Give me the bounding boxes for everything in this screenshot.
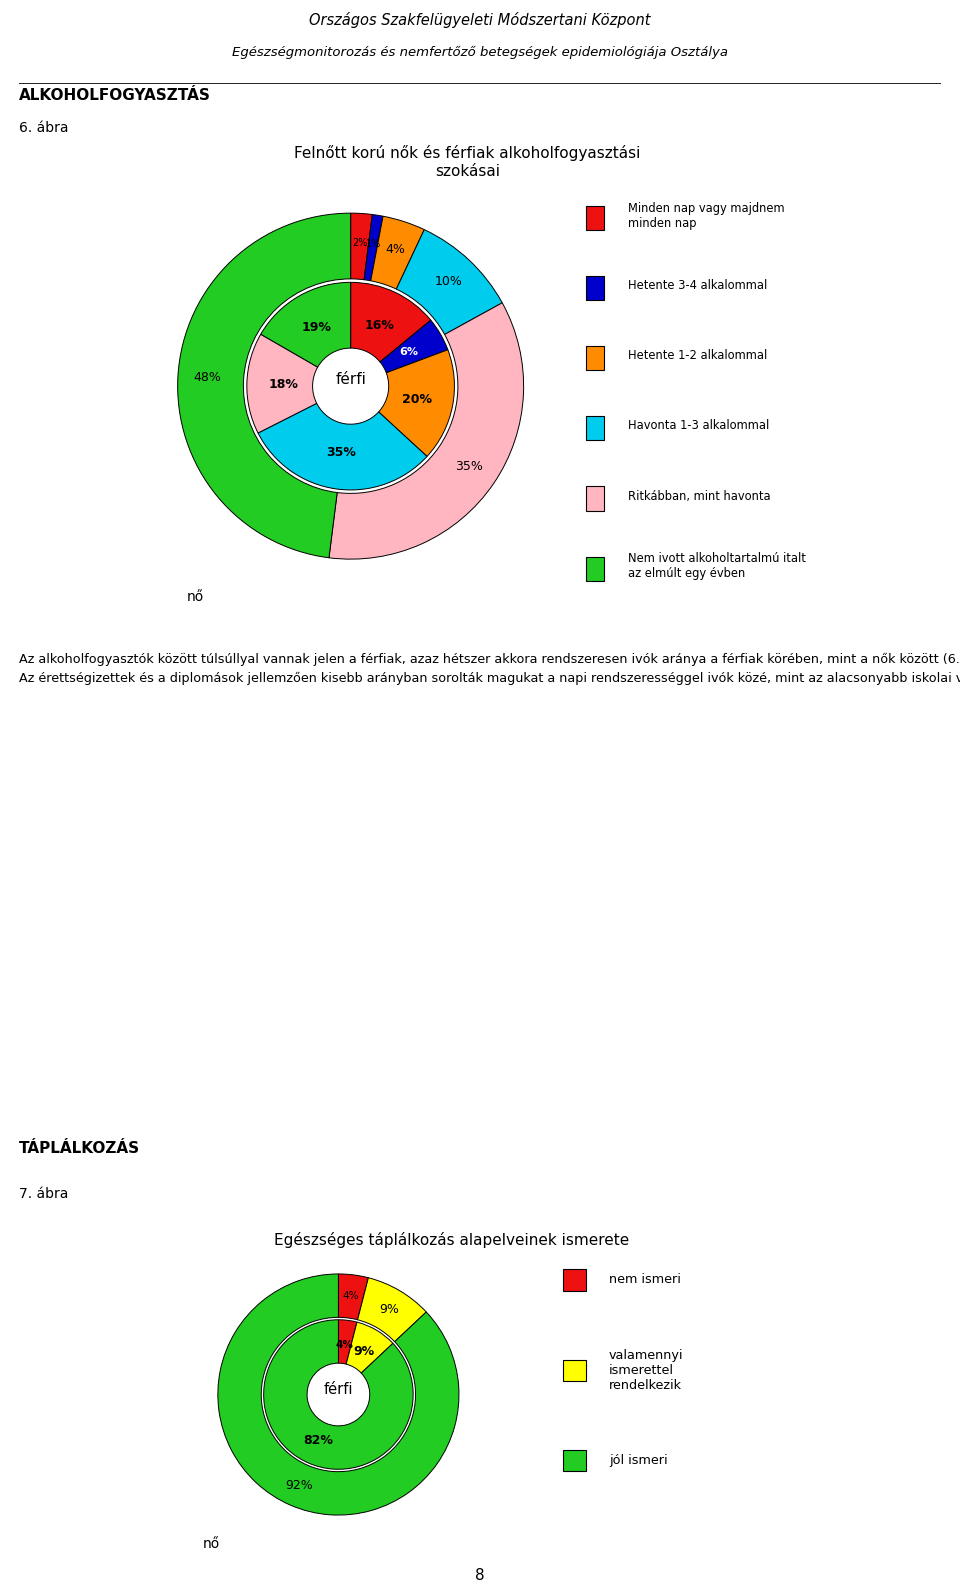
Text: TÁPLÁLKOZÁS: TÁPLÁLKOZÁS bbox=[19, 1141, 140, 1157]
Wedge shape bbox=[380, 320, 448, 373]
Text: nő: nő bbox=[204, 1537, 221, 1550]
Bar bbox=[587, 205, 604, 229]
Text: 16%: 16% bbox=[365, 319, 395, 331]
Wedge shape bbox=[347, 1322, 393, 1373]
Wedge shape bbox=[178, 213, 350, 558]
Wedge shape bbox=[396, 229, 502, 335]
Text: 8: 8 bbox=[475, 1568, 485, 1583]
Text: 19%: 19% bbox=[302, 322, 332, 335]
Bar bbox=[564, 1450, 586, 1472]
Text: Minden nap vagy majdnem
minden nap: Minden nap vagy majdnem minden nap bbox=[628, 202, 784, 229]
Bar bbox=[564, 1270, 586, 1290]
Bar bbox=[587, 276, 604, 299]
Wedge shape bbox=[371, 217, 424, 288]
Text: jól ismeri: jól ismeri bbox=[609, 1454, 667, 1467]
Text: Havonta 1-3 alkalommal: Havonta 1-3 alkalommal bbox=[628, 419, 769, 432]
Bar bbox=[564, 1360, 586, 1381]
Bar bbox=[587, 556, 604, 581]
Text: Nem ivott alkoholtartalmú italt
az elmúlt egy évben: Nem ivott alkoholtartalmú italt az elmúl… bbox=[628, 553, 806, 580]
Text: 4%: 4% bbox=[385, 244, 405, 256]
Bar bbox=[587, 486, 604, 511]
Text: 18%: 18% bbox=[268, 378, 299, 390]
Text: 92%: 92% bbox=[285, 1478, 313, 1491]
Text: férfi: férfi bbox=[335, 371, 366, 387]
Text: Az alkoholfogyasztók között túlsúllyal vannak jelen a férfiak, azaz hétszer akko: Az alkoholfogyasztók között túlsúllyal v… bbox=[19, 653, 960, 685]
Wedge shape bbox=[218, 1274, 459, 1515]
Text: 9%: 9% bbox=[379, 1303, 398, 1316]
Bar bbox=[587, 346, 604, 370]
Text: 35%: 35% bbox=[455, 460, 483, 473]
Text: 35%: 35% bbox=[326, 446, 356, 459]
Wedge shape bbox=[357, 1278, 426, 1341]
Text: valamennyi
ismerettel
rendelkezik: valamennyi ismerettel rendelkezik bbox=[609, 1349, 684, 1392]
Text: 6%: 6% bbox=[399, 347, 419, 357]
Text: 4%: 4% bbox=[343, 1292, 359, 1301]
Wedge shape bbox=[338, 1274, 369, 1319]
Text: Felnőtt korú nők és férfiak alkoholfogyasztási
szokásai: Felnőtt korú nők és férfiak alkoholfogya… bbox=[295, 145, 640, 178]
Text: Egészségmonitorozás és nemfertőző betegségek epidemiológiája Osztálya: Egészségmonitorozás és nemfertőző betegs… bbox=[232, 46, 728, 59]
Text: Hetente 3-4 alkalommal: Hetente 3-4 alkalommal bbox=[628, 279, 767, 292]
Wedge shape bbox=[364, 215, 383, 280]
Text: Hetente 1-2 alkalommal: Hetente 1-2 alkalommal bbox=[628, 349, 767, 362]
Wedge shape bbox=[350, 213, 372, 280]
Wedge shape bbox=[247, 335, 318, 433]
Text: 4%: 4% bbox=[336, 1340, 353, 1349]
Text: Egészséges táplálkozás alapelveinek ismerete: Egészséges táplálkozás alapelveinek isme… bbox=[274, 1233, 629, 1249]
Wedge shape bbox=[258, 403, 427, 491]
Text: Országos Szakfelügyeleti Módszertani Központ: Országos Szakfelügyeleti Módszertani Köz… bbox=[309, 11, 651, 27]
Text: ALKOHOLFOGYASZTÁS: ALKOHOLFOGYASZTÁS bbox=[19, 88, 211, 104]
Text: 2%: 2% bbox=[352, 237, 368, 249]
Text: Ritkábban, mint havonta: Ritkábban, mint havonta bbox=[628, 489, 771, 503]
Text: 1%: 1% bbox=[366, 239, 381, 250]
Wedge shape bbox=[264, 1319, 413, 1469]
Text: 20%: 20% bbox=[402, 392, 432, 406]
Text: 7. ábra: 7. ábra bbox=[19, 1187, 68, 1201]
Bar bbox=[587, 416, 604, 440]
Text: 10%: 10% bbox=[435, 276, 463, 288]
Text: férfi: férfi bbox=[324, 1383, 353, 1397]
Wedge shape bbox=[261, 282, 350, 366]
Wedge shape bbox=[350, 282, 431, 362]
Wedge shape bbox=[338, 1319, 357, 1364]
Wedge shape bbox=[329, 303, 523, 559]
Text: 82%: 82% bbox=[303, 1434, 333, 1446]
Text: nem ismeri: nem ismeri bbox=[609, 1273, 681, 1287]
Wedge shape bbox=[378, 350, 454, 457]
Text: 6. ábra: 6. ábra bbox=[19, 121, 69, 135]
Text: 9%: 9% bbox=[353, 1344, 374, 1357]
Text: nő: nő bbox=[186, 591, 204, 604]
Text: 48%: 48% bbox=[193, 371, 221, 384]
